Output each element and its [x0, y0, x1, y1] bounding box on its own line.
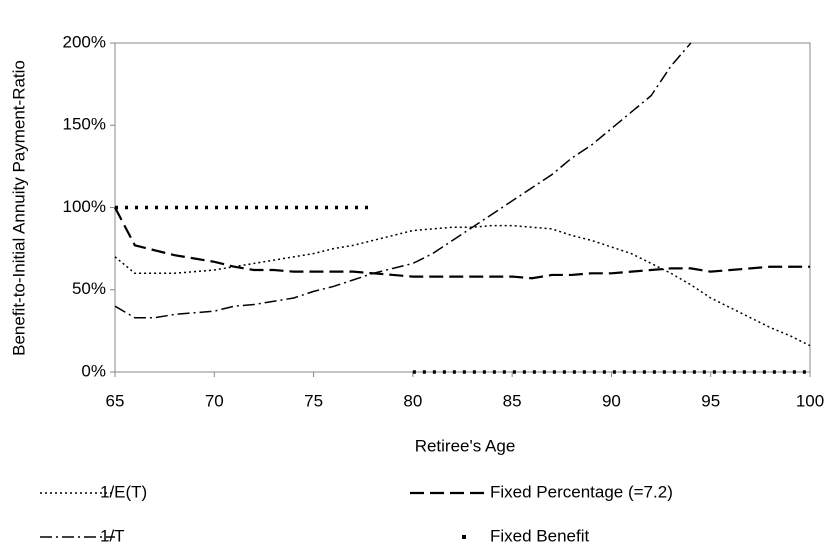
x-tick-label: 65 — [106, 391, 125, 410]
x-axis-label: Retiree's Age — [415, 436, 516, 455]
x-tick-label: 80 — [403, 391, 422, 410]
y-tick-label: 50% — [72, 279, 106, 298]
series-line — [115, 205, 810, 374]
x-tick-label: 100 — [796, 391, 824, 410]
series-line — [114, 42, 692, 319]
legend-label: 1/T — [100, 526, 125, 545]
legend-swatch — [462, 535, 466, 539]
y-tick-label: 100% — [63, 197, 106, 216]
x-tick-label: 85 — [503, 391, 522, 410]
y-axis-label: Benefit-to-Initial Annuity Payment-Ratio — [9, 60, 28, 356]
x-tick-label: 70 — [205, 391, 224, 410]
series-line — [114, 206, 810, 280]
legend-label: Fixed Benefit — [490, 526, 589, 545]
x-tick-label: 75 — [304, 391, 323, 410]
x-tick-label: 90 — [602, 391, 621, 410]
x-tick-label: 95 — [701, 391, 720, 410]
y-tick-label: 200% — [63, 32, 106, 51]
series-line — [114, 224, 811, 347]
legend-label: 1/E(T) — [100, 482, 147, 501]
y-tick-label: 150% — [63, 115, 106, 134]
plot-frame — [114, 42, 811, 373]
legend-label: Fixed Percentage (=7.2) — [490, 482, 673, 501]
y-tick-label: 0% — [81, 361, 106, 380]
